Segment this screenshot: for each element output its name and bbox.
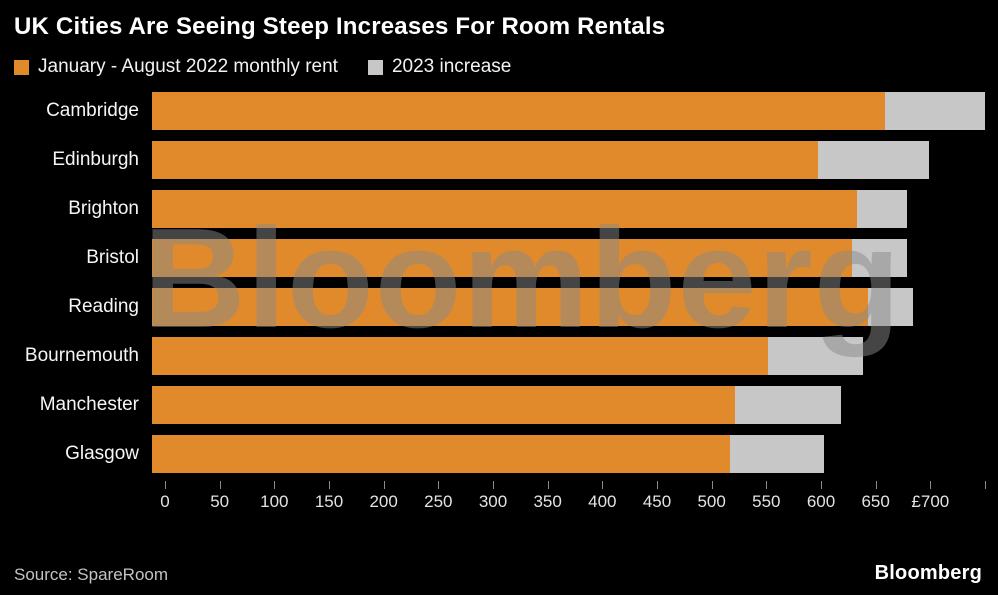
category-label: Reading [68, 295, 139, 317]
axis-tick-label: 350 [533, 492, 562, 511]
category-label: Manchester [39, 393, 139, 415]
axis-tick [165, 481, 166, 489]
axis-tick-label: 100 [260, 492, 289, 511]
bar-segment-2022-rent [152, 189, 858, 228]
axis-tick [602, 481, 604, 489]
axis-tick-label: 650 [861, 492, 890, 511]
bar-segment-2022-rent [152, 385, 736, 424]
bar-track [152, 385, 985, 424]
axis-tick-label: 0 [160, 492, 170, 511]
category-label: Brighton [68, 197, 139, 219]
axis-tick [875, 481, 877, 489]
bar-track [152, 91, 985, 130]
bar-segment-2023-increase [768, 336, 863, 375]
axis-tick [383, 481, 385, 489]
axis-tick-label: 600 [806, 492, 836, 511]
category-label: Bournemouth [24, 344, 139, 366]
axis-tick [219, 481, 221, 489]
axis-tick-label: 500 [697, 492, 726, 511]
chart-title: UK Cities Are Seeing Steep Increases For… [14, 13, 666, 40]
x-axis: 0 50 100 150 200 250 300 350 400 450 500 550 600 650 £… [160, 478, 986, 520]
axis-tick-label: 200 [369, 492, 398, 511]
bar-rows: Cambridge Edinburgh Brighton Bristol Reading… [0, 86, 998, 478]
axis-tick-label: 550 [752, 492, 781, 511]
bar-track [152, 189, 985, 228]
bar-segment-2023-increase [857, 189, 908, 228]
bar-row: Bristol [0, 233, 998, 282]
bar-row: Cambridge [0, 86, 998, 135]
bar-row: Reading [0, 282, 998, 331]
category-label: Edinburgh [52, 148, 139, 170]
axis-tick-label: 250 [424, 492, 453, 511]
axis-tick [766, 481, 768, 489]
axis-tick [711, 481, 713, 489]
axis-tick [657, 481, 658, 489]
axis-tick [274, 481, 276, 489]
bar-track [152, 287, 985, 326]
category-label: Cambridge [46, 99, 139, 121]
bar-row: Manchester [0, 380, 998, 429]
axis-tick [930, 481, 932, 489]
bar-segment-2023-increase [851, 238, 908, 277]
axis-tick-label: 300 [478, 492, 508, 511]
bar-segment-2022-rent [152, 140, 819, 179]
legend-item-2022-rent: January - August 2022 monthly rent [14, 56, 338, 78]
bar-segment-2023-increase [729, 434, 824, 473]
legend-item-2023-increase: 2023 increase [367, 56, 512, 78]
bar-segment-2023-increase [735, 385, 841, 424]
bar-row: Glasgow [0, 429, 998, 478]
legend-swatch-2022-rent [14, 59, 29, 75]
axis-tick [821, 481, 822, 489]
bloomberg-logo: Bloomberg [874, 562, 982, 584]
axis-tick [438, 481, 440, 489]
axis-tick [329, 481, 330, 489]
legend-label-2022-rent: January - August 2022 monthly rent [38, 56, 338, 77]
axis-tick-label: 400 [588, 492, 617, 511]
bar-row: Edinburgh [0, 135, 998, 184]
bar-track [152, 140, 985, 179]
bar-track [152, 238, 985, 277]
bar-segment-2022-rent [152, 238, 852, 277]
axis-tick [985, 481, 986, 489]
bar-segment-2022-rent [152, 287, 869, 326]
bar-segment-2022-rent [152, 336, 769, 375]
category-label: Glasgow [65, 442, 139, 464]
bar-row: Bournemouth [0, 331, 998, 380]
bar-segment-2023-increase [868, 287, 913, 326]
legend-swatch-2023-increase [367, 59, 383, 75]
bar-segment-2022-rent [152, 91, 886, 130]
bar-row: Brighton [0, 184, 998, 233]
bar-segment-2022-rent [152, 434, 730, 473]
category-label: Bristol [86, 246, 139, 268]
axis-tick-label: 150 [314, 492, 344, 511]
bar-track [152, 336, 985, 375]
bar-segment-2023-increase [885, 91, 985, 130]
axis-tick [493, 481, 494, 489]
axis-tick-label: 50 [210, 492, 230, 511]
axis-tick-label: £700 [911, 492, 950, 511]
bar-track [152, 434, 985, 473]
source-note: Source: SpareRoom [14, 565, 169, 584]
legend: January - August 2022 monthly rent 2023 … [0, 41, 998, 82]
bar-segment-2023-increase [818, 140, 930, 179]
legend-label-2023-increase: 2023 increase [391, 56, 512, 77]
axis-tick [547, 481, 549, 489]
footer: Source: SpareRoom Bloomberg [14, 562, 982, 585]
axis-tick-label: 450 [642, 492, 672, 511]
